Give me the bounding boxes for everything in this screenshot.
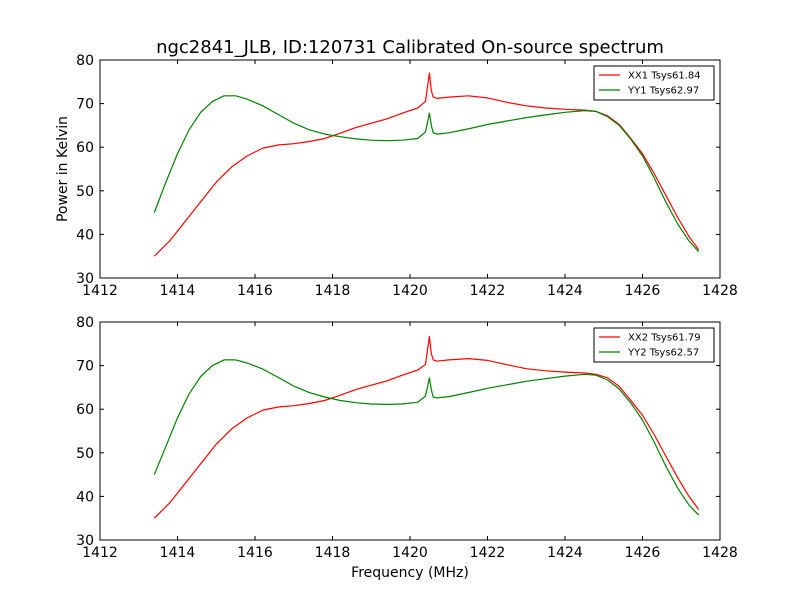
y-tick-label: 60 bbox=[76, 402, 94, 418]
series-line-yy bbox=[153, 359, 700, 516]
x-tick-label: 1424 bbox=[547, 545, 583, 561]
x-tick-label: 1424 bbox=[547, 283, 583, 299]
x-tick-label: 1416 bbox=[237, 283, 273, 299]
x-tick-label: 1426 bbox=[625, 545, 661, 561]
legend: XX2 Tsys61.79 YY2 Tsys62.57 bbox=[593, 327, 715, 363]
x-tick-label: 1414 bbox=[160, 545, 196, 561]
y-tick-label: 30 bbox=[76, 271, 94, 287]
top-panel: 1412 1414 1416 1418 1420 1422 1424 1426 1428 30 40… bbox=[76, 53, 738, 299]
bottom-panel: 1412 1414 1416 1418 1420 1422 1424 1426 1428 30 40… bbox=[76, 315, 738, 561]
y-tick-label: 50 bbox=[76, 184, 94, 200]
y-tick-label: 60 bbox=[76, 140, 94, 156]
y-tick-label: 80 bbox=[76, 315, 94, 331]
x-tick-label: 1428 bbox=[702, 283, 738, 299]
x-tick-label: 1420 bbox=[392, 545, 428, 561]
x-axis-label: Frequency (MHz) bbox=[351, 565, 469, 581]
series-line-xx bbox=[153, 335, 700, 519]
x-tick-label: 1412 bbox=[82, 283, 118, 299]
series-line-yy bbox=[153, 95, 700, 253]
y-tick-label: 70 bbox=[76, 359, 94, 375]
legend-box bbox=[593, 65, 715, 101]
legend-label: XX2 Tsys61.79 bbox=[628, 333, 701, 344]
legend-label: YY2 Tsys62.57 bbox=[627, 348, 699, 359]
chart-title: ngc2841_JLB, ID:120731 Calibrated On-sou… bbox=[156, 37, 664, 58]
y-tick-label: 40 bbox=[76, 489, 94, 505]
y-tick-label: 50 bbox=[76, 446, 94, 462]
y-axis-label: Power in Kelvin bbox=[55, 116, 71, 222]
x-tick-label: 1418 bbox=[315, 283, 351, 299]
x-tick-label: 1422 bbox=[470, 545, 506, 561]
legend-label: YY1 Tsys62.97 bbox=[627, 86, 699, 97]
y-tick-label: 40 bbox=[76, 227, 94, 243]
y-tick-label: 70 bbox=[76, 97, 94, 113]
y-tick-label: 30 bbox=[76, 533, 94, 549]
x-tick-label: 1416 bbox=[237, 545, 273, 561]
legend-box bbox=[593, 327, 715, 363]
x-tick-label: 1422 bbox=[470, 283, 506, 299]
y-tick-label: 80 bbox=[76, 53, 94, 69]
x-tick-label: 1420 bbox=[392, 283, 428, 299]
legend: XX1 Tsys61.84 YY1 Tsys62.97 bbox=[593, 65, 715, 101]
legend-label: XX1 Tsys61.84 bbox=[628, 71, 701, 82]
x-tick-label: 1414 bbox=[160, 283, 196, 299]
x-tick-label: 1428 bbox=[702, 545, 738, 561]
x-tick-label: 1412 bbox=[82, 545, 118, 561]
x-tick-label: 1418 bbox=[315, 545, 351, 561]
x-tick-label: 1426 bbox=[625, 283, 661, 299]
